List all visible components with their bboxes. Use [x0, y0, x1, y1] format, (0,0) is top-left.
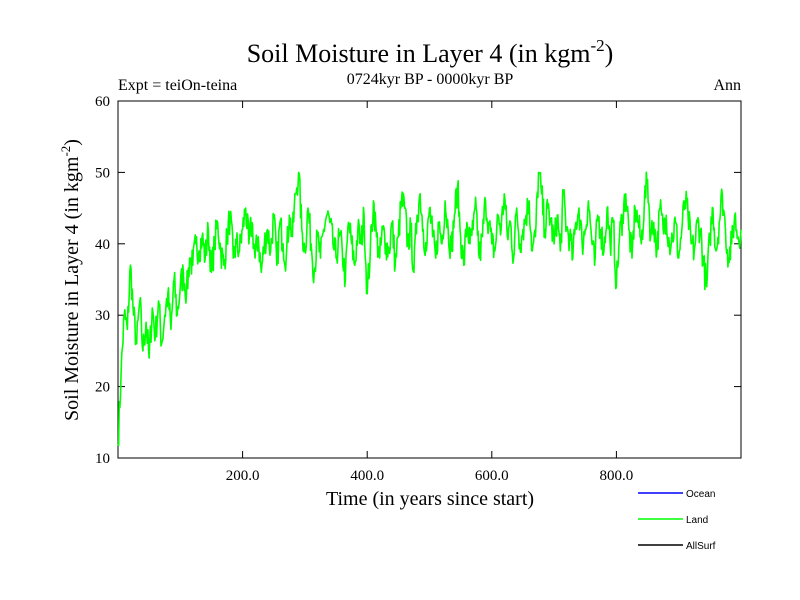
y-tick-label: 40: [95, 237, 110, 253]
x-tick-label: 400.0: [350, 468, 384, 484]
y-axis-label: Soil Moisture in Layer 4 (in kgm-2): [58, 139, 83, 421]
y-tick-label: 60: [95, 94, 110, 110]
y-axis-label-main: Soil Moisture in Layer 4 (in kgm: [61, 156, 83, 421]
legend-label-allsurf: AllSurf: [686, 541, 716, 552]
chart-title-sup: -2: [590, 36, 604, 55]
experiment-label: Expt = teiOn-teina: [118, 77, 237, 94]
series-group: [117, 171, 742, 447]
y-axis-label-close: ): [61, 139, 83, 146]
x-tick-label: 200.0: [226, 468, 260, 484]
legend-label-ocean: Ocean: [686, 489, 715, 500]
chart-title: Soil Moisture in Layer 4 (in kgm-2): [247, 36, 614, 68]
x-axis-ticks: 200.0 400.0 600.0 800.0: [226, 101, 634, 484]
season-label: Ann: [713, 77, 741, 94]
y-axis-ticks: 10 20 30 40 50 60: [95, 94, 741, 467]
y-tick-label: 20: [95, 380, 110, 396]
x-tick-label: 600.0: [475, 468, 509, 484]
legend-label-land: Land: [686, 515, 708, 526]
x-tick-label: 800.0: [600, 468, 634, 484]
chart-title-main: Soil Moisture in Layer 4 (in kgm: [247, 39, 591, 68]
x-axis-label: Time (in years since start): [326, 488, 534, 510]
y-tick-label: 10: [95, 451, 110, 467]
y-tick-label: 30: [95, 308, 110, 324]
y-axis-label-sup: -2: [58, 146, 73, 157]
legend: Ocean Land AllSurf: [638, 489, 716, 552]
y-tick-label: 50: [95, 165, 110, 181]
chart-title-close: ): [605, 39, 614, 68]
chart-subtitle: 0724kyr BP - 0000kyr BP: [347, 71, 514, 88]
plot-frame: [117, 100, 742, 459]
series-line-land: [117, 171, 742, 447]
